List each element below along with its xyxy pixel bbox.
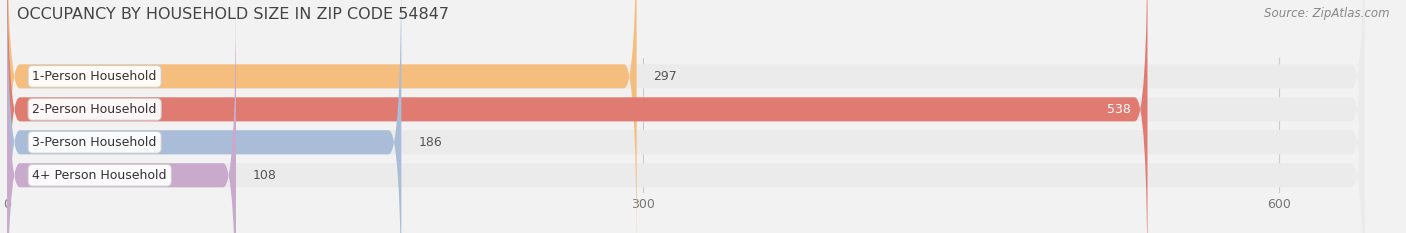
Text: Source: ZipAtlas.com: Source: ZipAtlas.com: [1264, 7, 1389, 20]
Text: 4+ Person Household: 4+ Person Household: [32, 169, 167, 182]
Text: 297: 297: [654, 70, 678, 83]
FancyBboxPatch shape: [7, 0, 236, 233]
FancyBboxPatch shape: [7, 0, 401, 233]
Text: OCCUPANCY BY HOUSEHOLD SIZE IN ZIP CODE 54847: OCCUPANCY BY HOUSEHOLD SIZE IN ZIP CODE …: [17, 7, 449, 22]
Text: 538: 538: [1107, 103, 1130, 116]
FancyBboxPatch shape: [7, 0, 1364, 233]
FancyBboxPatch shape: [7, 0, 1364, 233]
Text: 186: 186: [418, 136, 441, 149]
FancyBboxPatch shape: [7, 0, 637, 233]
FancyBboxPatch shape: [7, 0, 1147, 233]
Text: 108: 108: [253, 169, 277, 182]
Text: 1-Person Household: 1-Person Household: [32, 70, 157, 83]
Text: 2-Person Household: 2-Person Household: [32, 103, 157, 116]
FancyBboxPatch shape: [7, 0, 1364, 233]
Text: 3-Person Household: 3-Person Household: [32, 136, 157, 149]
FancyBboxPatch shape: [7, 0, 1364, 233]
